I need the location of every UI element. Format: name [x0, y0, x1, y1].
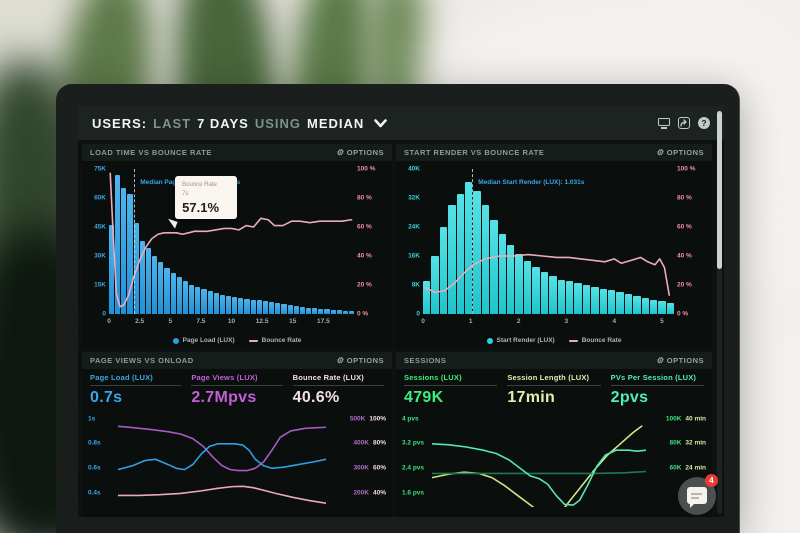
share-icon[interactable]: [678, 117, 690, 129]
gear-icon: ⚙: [336, 355, 344, 365]
plot-area[interactable]: [118, 418, 326, 507]
metric-session-length: Session Length (LUX) 17min: [507, 373, 601, 413]
panel-header: START RENDER VS BOUNCE RATE ⚙ OPTIONS: [396, 144, 712, 161]
median-label: Median Start Render (LUX): 1.031s: [478, 179, 585, 187]
chat-widget-button[interactable]: 4: [678, 474, 718, 515]
monitor-icon[interactable]: [658, 117, 670, 129]
y-axis-right: 500K 100% 400K 80% 300K 60% 200K 40%: [349, 415, 386, 497]
bounce-rate-tooltip: Bounce Rate 7s 57.1%: [168, 176, 238, 229]
chevron-down-icon[interactable]: [374, 116, 388, 131]
load-time-chart[interactable]: 75K 60K 45K 30K 15K 0 100 % 80 % 60 % 40 % 20 % 0 …: [82, 161, 392, 348]
bounce-rate-line: [423, 169, 674, 314]
panel-title: SESSIONS: [404, 356, 447, 365]
panel-title: PAGE VIEWS VS ONLOAD: [90, 356, 194, 365]
options-button[interactable]: ⚙ OPTIONS: [336, 355, 384, 365]
panel-title: LOAD TIME VS BOUNCE RATE: [90, 148, 212, 157]
chart-legend: Page Load (LUX) Bounce Rate: [82, 337, 392, 344]
y-axis-left: 40K 32K 24K 16K 8K 0: [408, 165, 420, 318]
header-median-label: MEDIAN: [307, 115, 365, 131]
y-axis-right: 100 % 80 % 60 % 40 % 20 % 0 %: [357, 165, 376, 318]
scrollbar-thumb[interactable]: [717, 111, 722, 269]
legend-label: Page Load (LUX): [182, 337, 235, 344]
y-axis-right: 100 % 80 % 60 % 40 % 20 % 0 %: [677, 165, 696, 318]
header-using-label: USING: [254, 115, 302, 131]
legend-label: Bounce Rate: [581, 337, 622, 344]
tooltip-x-value: 7s: [182, 191, 189, 198]
y-axis-left: 4 pvs 3.2 pvs 2.4 pvs 1.6 pvs: [402, 415, 425, 497]
dashboard-header: USERS: LAST 7 DAYS USING MEDIAN ?: [78, 106, 724, 140]
panel-load-time-vs-bounce-rate: LOAD TIME VS BOUNCE RATE ⚙ OPTIONS 75K 60K…: [82, 144, 392, 348]
legend-line-icon: [568, 339, 578, 342]
metric-bounce-rate: Bounce Rate (LUX) 40.6%: [292, 373, 384, 413]
panel-sessions: SESSIONS ⚙ OPTIONS Sessions (LUX) 479K Se…: [396, 352, 712, 517]
y-axis-left: 1s 0.8s 0.6s 0.4s: [88, 415, 101, 497]
sessions-chart[interactable]: 4 pvs 3.2 pvs 2.4 pvs 1.6 pvs 100K 40 min 80K…: [396, 415, 712, 513]
bounce-rate-line: [109, 169, 354, 314]
metric-page-views: Page Views (LUX) 2.7Mpvs: [191, 373, 283, 413]
legend-label: Bounce Rate: [261, 337, 302, 344]
options-button[interactable]: ⚙ OPTIONS: [336, 147, 384, 157]
x-axis: 0 2.5 5 7.5 10 12.5 15 17.5: [107, 318, 330, 325]
panel-header: SESSIONS ⚙ OPTIONS: [396, 352, 712, 369]
gear-icon: ⚙: [656, 147, 664, 157]
laptop-bezel: USERS: LAST 7 DAYS USING MEDIAN ?: [56, 84, 740, 533]
options-button[interactable]: ⚙ OPTIONS: [656, 147, 704, 157]
plot-area[interactable]: Median Page Load (LUX): 2.056s Bounce Ra…: [109, 169, 355, 314]
start-render-histogram: [423, 169, 675, 314]
multi-line-chart: [118, 418, 326, 507]
metric-summary-row: Page Load (LUX) 0.7s Page Views (LUX) 2.…: [82, 369, 392, 413]
dashboard-screen: USERS: LAST 7 DAYS USING MEDIAN ?: [78, 106, 724, 517]
chart-legend: Start Render (LUX) Bounce Rate: [396, 337, 712, 344]
panel-start-render-vs-bounce-rate: START RENDER VS BOUNCE RATE ⚙ OPTIONS 40K…: [396, 144, 712, 348]
header-users-label: USERS:: [92, 115, 148, 131]
plot-area[interactable]: [432, 418, 646, 507]
median-line: Median Start Render (LUX): 1.031s: [472, 169, 584, 314]
header-title-dropdown[interactable]: USERS: LAST 7 DAYS USING MEDIAN: [92, 115, 388, 131]
legend-dot-icon: [172, 337, 179, 344]
metric-pvs-per-session: PVs Per Session (LUX) 2pvs: [610, 373, 704, 413]
gear-icon: ⚙: [336, 147, 344, 157]
help-icon[interactable]: ?: [698, 117, 710, 129]
scrollbar[interactable]: [717, 109, 722, 514]
metric-page-load: Page Load (LUX) 0.7s: [90, 373, 182, 413]
tooltip-value: 57.1%: [182, 200, 220, 216]
panel-title: START RENDER VS BOUNCE RATE: [404, 148, 545, 157]
legend-line-icon: [248, 339, 258, 342]
legend-dot-icon: [486, 337, 493, 344]
metric-summary-row: Sessions (LUX) 479K Session Length (LUX)…: [396, 369, 712, 413]
metric-sessions: Sessions (LUX) 479K: [404, 373, 498, 413]
multi-line-chart: [432, 418, 646, 507]
tooltip-title: Bounce Rate: [182, 182, 217, 189]
header-range-label: 7 DAYS: [197, 115, 249, 131]
chat-bubble-icon: [687, 487, 707, 508]
panel-page-views-vs-onload: PAGE VIEWS VS ONLOAD ⚙ OPTIONS Page Load …: [82, 352, 392, 517]
notification-badge: 4: [705, 474, 718, 487]
median-line: Median Page Load (LUX): 2.056s: [134, 169, 240, 314]
page-views-onload-chart[interactable]: 1s 0.8s 0.6s 0.4s 500K 100% 400K 80% 300K 60% 200…: [82, 415, 392, 513]
header-last-label: LAST: [153, 115, 192, 131]
panel-header: LOAD TIME VS BOUNCE RATE ⚙ OPTIONS: [82, 144, 392, 161]
legend-label: Start Render (LUX): [496, 337, 555, 344]
options-button[interactable]: ⚙ OPTIONS: [656, 355, 704, 365]
y-axis-left: 75K 60K 45K 30K 15K 0: [94, 165, 106, 318]
panel-header: PAGE VIEWS VS ONLOAD ⚙ OPTIONS: [82, 352, 392, 369]
start-render-chart[interactable]: 40K 32K 24K 16K 8K 0 100 % 80 % 60 % 40 % 20 % 0 %…: [396, 161, 712, 348]
plot-area[interactable]: Median Start Render (LUX): 1.031s: [423, 169, 675, 314]
gear-icon: ⚙: [656, 355, 664, 365]
